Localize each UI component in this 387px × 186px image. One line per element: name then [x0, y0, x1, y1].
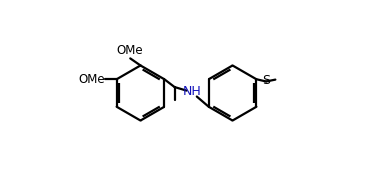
Text: OMe: OMe: [78, 73, 104, 86]
Text: S: S: [262, 74, 270, 87]
Text: NH: NH: [182, 85, 201, 98]
Text: OMe: OMe: [116, 44, 143, 57]
